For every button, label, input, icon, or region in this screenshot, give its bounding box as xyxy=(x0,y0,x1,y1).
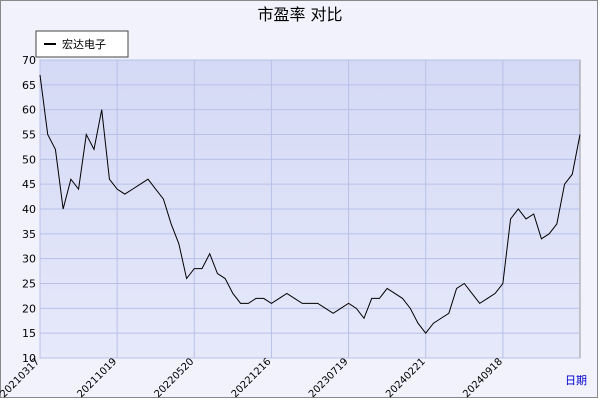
series-line xyxy=(39,74,581,334)
y-tick-label: 25 xyxy=(22,278,36,291)
y-tick-label: 35 xyxy=(22,228,36,241)
y-tick-label: 65 xyxy=(22,79,36,92)
y-tick-label: 40 xyxy=(22,203,36,216)
y-tick-label: 20 xyxy=(22,302,36,315)
y-tick-label: 55 xyxy=(22,129,36,142)
chart-title: 市盈率 对比 xyxy=(257,5,342,24)
y-tick-label: 50 xyxy=(22,153,36,166)
x-axis-label: 日期 xyxy=(565,374,587,387)
y-tick-label: 15 xyxy=(22,327,36,340)
y-tick-label: 60 xyxy=(22,104,36,117)
legend-label: 宏达电子 xyxy=(62,37,106,51)
y-tick-label: 70 xyxy=(22,54,36,67)
y-tick-label: 30 xyxy=(22,253,36,266)
y-tick-label: 45 xyxy=(22,178,36,191)
y-tick-label: 10 xyxy=(22,352,36,365)
